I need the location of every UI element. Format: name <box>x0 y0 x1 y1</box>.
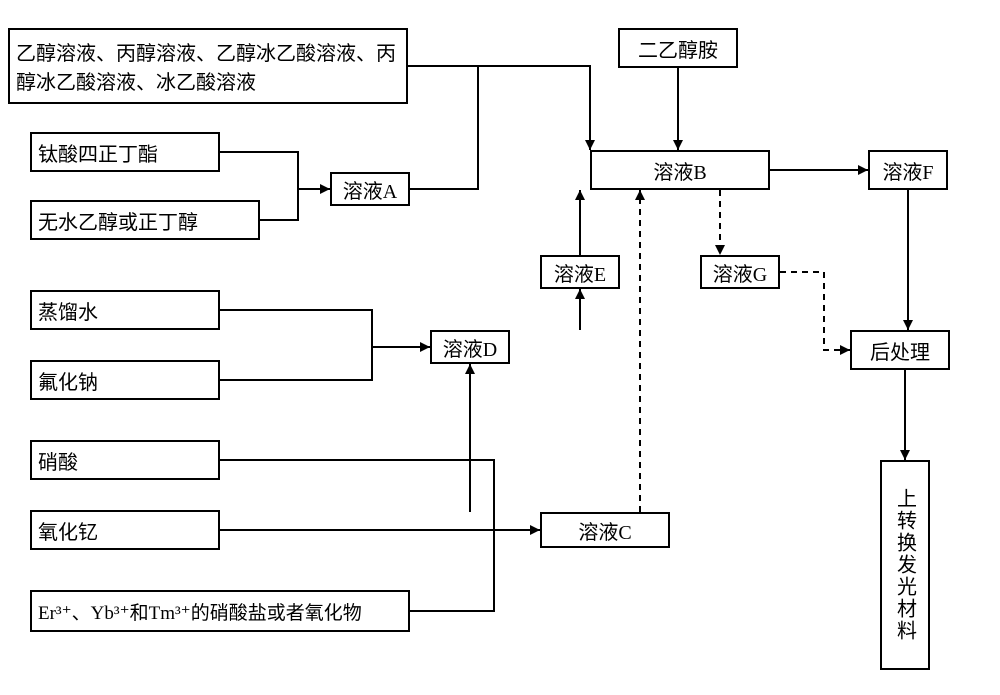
node-label-n7: 氧化钇 <box>38 516 98 545</box>
node-label-n6: 硝酸 <box>38 446 78 475</box>
node-label-nB: 溶液B <box>653 156 706 185</box>
node-label-n4: 蒸馏水 <box>38 296 98 325</box>
node-nB: 溶液B <box>590 150 770 190</box>
node-label-nC: 溶液C <box>578 516 631 545</box>
node-n3: 无水乙醇或正丁醇 <box>30 200 260 240</box>
node-nD: 溶液D <box>430 330 510 364</box>
node-label-n3: 无水乙醇或正丁醇 <box>38 206 198 235</box>
edge-17 <box>780 272 850 350</box>
node-label-nD: 溶液D <box>443 333 497 362</box>
edge-3 <box>410 66 478 189</box>
node-nG: 溶液G <box>700 255 780 289</box>
node-n4: 蒸馏水 <box>30 290 220 330</box>
node-nPost: 后处理 <box>850 330 950 370</box>
edge-8 <box>410 530 494 611</box>
node-label-nG: 溶液G <box>713 258 767 287</box>
node-label-nF: 溶液F <box>882 156 933 185</box>
edge-5 <box>220 347 372 380</box>
edge-0 <box>408 66 590 150</box>
node-label-n8: Er³⁺、Yb³⁺和Tm³⁺的硝酸盐或者氧化物 <box>38 598 362 625</box>
node-label-nOut: 上转换发光材料 <box>891 488 920 642</box>
node-label-n1: 乙醇溶液、丙醇溶液、乙醇冰乙酸溶液、丙醇冰乙酸溶液、冰乙酸溶液 <box>16 37 400 95</box>
node-label-nE: 溶液E <box>554 258 606 287</box>
edge-6 <box>220 460 540 530</box>
edge-4 <box>220 310 430 347</box>
node-nA: 溶液A <box>330 172 410 206</box>
node-n1: 乙醇溶液、丙醇溶液、乙醇冰乙酸溶液、丙醇冰乙酸溶液、冰乙酸溶液 <box>8 28 408 104</box>
node-label-nA: 溶液A <box>343 175 397 204</box>
node-n2: 钛酸四正丁酯 <box>30 132 220 172</box>
node-n8: Er³⁺、Yb³⁺和Tm³⁺的硝酸盐或者氧化物 <box>30 590 410 632</box>
edge-2 <box>260 189 298 220</box>
node-n7: 氧化钇 <box>30 510 220 550</box>
node-nE: 溶液E <box>540 255 620 289</box>
node-nC: 溶液C <box>540 512 670 548</box>
node-nF: 溶液F <box>868 150 948 190</box>
node-label-n5: 氟化钠 <box>38 366 98 395</box>
node-n6: 硝酸 <box>30 440 220 480</box>
edge-1 <box>220 152 330 189</box>
node-nDEA: 二乙醇胺 <box>618 28 738 68</box>
node-nOut: 上转换发光材料 <box>880 460 930 670</box>
node-label-nPost: 后处理 <box>870 336 930 365</box>
node-label-nDEA: 二乙醇胺 <box>638 34 718 63</box>
node-label-n2: 钛酸四正丁酯 <box>38 138 158 167</box>
node-n5: 氟化钠 <box>30 360 220 400</box>
